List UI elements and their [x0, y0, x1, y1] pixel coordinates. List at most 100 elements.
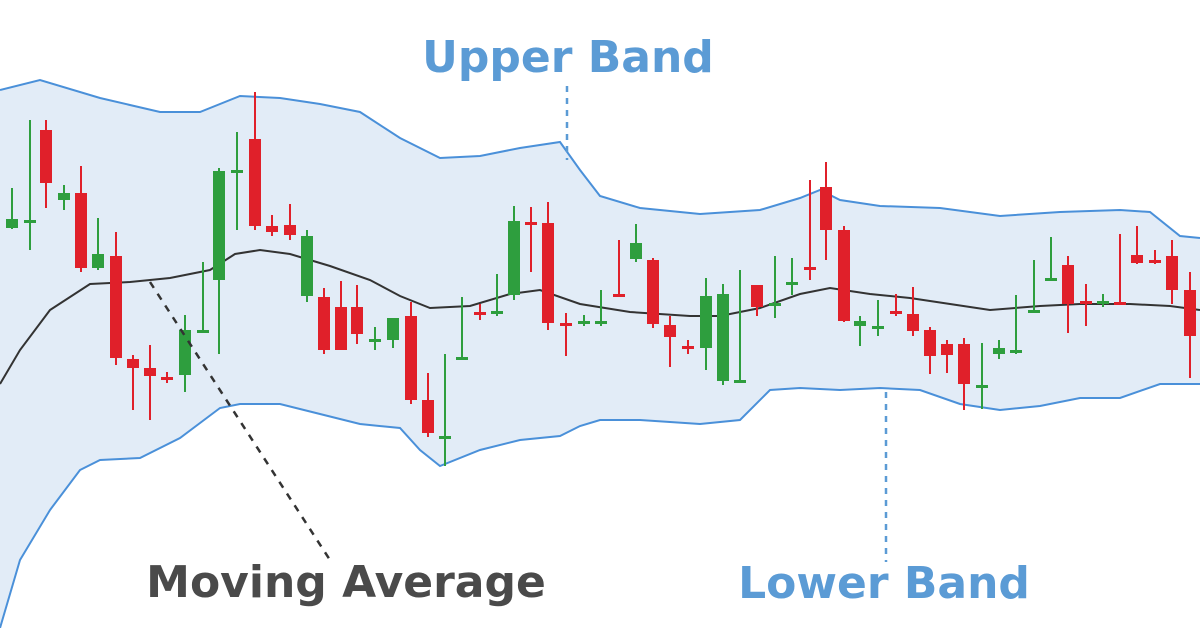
lower-band-line	[0, 383, 1200, 628]
candle-body	[422, 400, 434, 433]
candle-body	[24, 220, 36, 223]
candle	[58, 185, 70, 210]
candle-body	[351, 307, 363, 334]
candle-body	[301, 236, 313, 296]
moving-average-layer	[0, 248, 1200, 385]
candle	[890, 294, 902, 316]
candle	[682, 340, 694, 354]
candle-body	[1114, 302, 1126, 305]
candle	[1010, 295, 1022, 354]
candle-body	[439, 436, 451, 439]
candle	[40, 120, 52, 208]
candle	[595, 290, 607, 326]
candle	[491, 274, 503, 316]
candle-body	[958, 344, 970, 384]
candle-body	[179, 330, 191, 375]
candle-body	[456, 357, 468, 360]
candle	[110, 232, 122, 365]
candle-body	[491, 311, 503, 314]
candle	[231, 132, 243, 230]
candle	[993, 340, 1005, 359]
candle-body	[613, 294, 625, 297]
candle-body	[976, 385, 988, 388]
candle	[907, 287, 919, 336]
candle-body	[1062, 265, 1074, 304]
candle	[6, 188, 18, 229]
upper-band-line	[0, 78, 1200, 239]
candle	[439, 354, 451, 466]
candle	[127, 355, 139, 410]
candle	[664, 316, 676, 367]
candle	[335, 281, 347, 350]
candle	[717, 284, 729, 385]
candle-body	[75, 193, 87, 268]
candle-body	[1045, 278, 1057, 281]
candle-body	[1028, 310, 1040, 313]
candle-body	[284, 225, 296, 235]
candle	[144, 345, 156, 420]
candle	[318, 288, 330, 354]
candle-body	[1010, 350, 1022, 353]
candle	[751, 285, 763, 316]
candle	[351, 285, 363, 344]
candle	[1097, 294, 1109, 307]
candle	[1028, 260, 1040, 313]
candle	[92, 218, 104, 270]
candle	[284, 204, 296, 240]
band-area	[0, 80, 1200, 628]
candle-body	[941, 344, 953, 355]
candle	[700, 278, 712, 370]
candle	[525, 207, 537, 272]
candle-body	[197, 330, 209, 333]
candle	[613, 240, 625, 297]
candle	[1149, 250, 1161, 264]
candle-body	[1080, 301, 1092, 304]
candle-body	[769, 303, 781, 306]
candle	[786, 258, 798, 295]
moving-average-label: Moving Average	[146, 557, 546, 608]
candle	[542, 202, 554, 330]
candle	[1114, 234, 1126, 305]
candle-body	[525, 222, 537, 225]
candle	[630, 224, 642, 262]
candle	[734, 270, 746, 383]
candle	[405, 302, 417, 404]
candle-body	[890, 311, 902, 314]
candle	[24, 120, 36, 250]
candle	[161, 372, 173, 383]
candle	[924, 327, 936, 374]
candle-body	[508, 221, 520, 295]
candle-body	[266, 226, 278, 232]
candle-body	[804, 267, 816, 270]
candle-body	[578, 321, 590, 324]
candle	[1062, 256, 1074, 333]
candle-body	[664, 325, 676, 337]
candle-body	[717, 294, 729, 381]
candle	[647, 258, 659, 328]
candle	[958, 338, 970, 410]
candle-body	[474, 312, 486, 315]
candle-body	[387, 318, 399, 340]
candle-body	[161, 377, 173, 380]
candle	[75, 166, 87, 272]
candle-body	[820, 187, 832, 230]
candle	[578, 315, 590, 326]
pointer-layer	[148, 86, 888, 562]
candle	[213, 168, 225, 354]
upper-band-label: Upper Band	[422, 32, 714, 83]
candle	[872, 300, 884, 336]
candle-body	[595, 321, 607, 324]
candle-body	[6, 219, 18, 228]
candle	[976, 343, 988, 409]
candle	[474, 304, 486, 320]
candle-body	[838, 230, 850, 321]
candle	[854, 316, 866, 346]
candle	[1166, 240, 1178, 304]
candle	[508, 206, 520, 300]
candle-body	[854, 321, 866, 326]
candle-body	[1097, 301, 1109, 304]
candle-body	[92, 254, 104, 268]
candle-body	[647, 260, 659, 324]
candle	[804, 180, 816, 280]
